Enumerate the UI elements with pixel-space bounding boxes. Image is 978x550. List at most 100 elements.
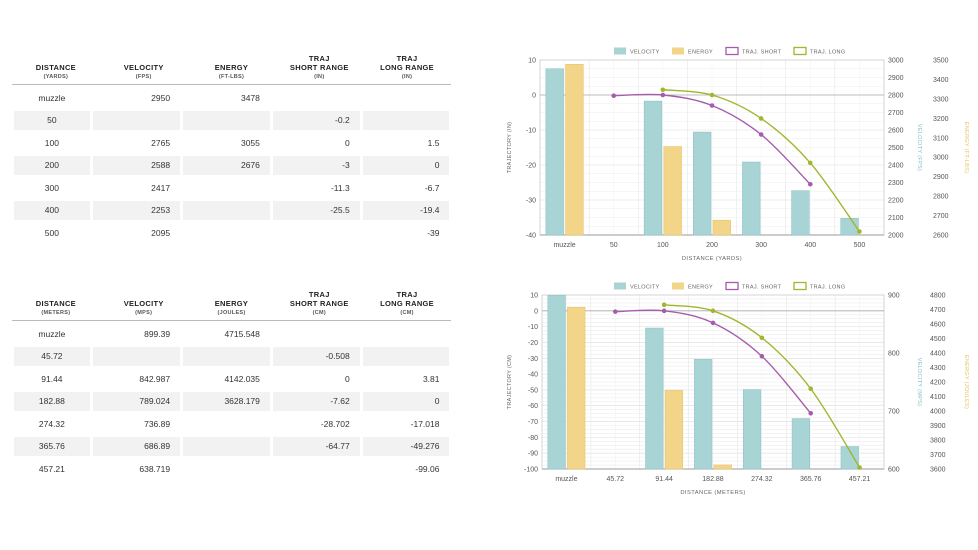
column-unit: (IN) bbox=[401, 74, 413, 80]
column-unit: (JOULES) bbox=[217, 310, 246, 316]
energy-bar bbox=[712, 219, 731, 236]
column-header: TRAJ SHORT RANGE (CM) bbox=[277, 290, 362, 316]
column-header: ENERGY (JOULES) bbox=[189, 299, 274, 316]
energy-tick-label: 4400 bbox=[930, 351, 946, 358]
table-cell: 899.39 bbox=[144, 328, 171, 339]
energy-axis-title: ENERGY (FT-LBS) bbox=[963, 122, 969, 173]
energy-tick-label: 4300 bbox=[930, 365, 946, 372]
table-cell bbox=[183, 459, 270, 479]
energy-tick-label: 2700 bbox=[933, 213, 949, 220]
velocity-bar bbox=[547, 295, 566, 470]
velocity-bar bbox=[791, 418, 811, 470]
column-header: TRAJ SHORT RANGE (IN) bbox=[277, 54, 362, 80]
column-title: DISTANCE bbox=[35, 299, 76, 308]
table-row: 45.72 -0.508 bbox=[12, 346, 451, 366]
energy-tick-label: 4700 bbox=[930, 307, 946, 314]
table-cell: -0.508 bbox=[272, 346, 360, 366]
velocity-axis-title: VELOCITY (FPS) bbox=[916, 124, 922, 171]
table-cell: muzzle bbox=[38, 92, 66, 103]
x-tick-label: 274.32 bbox=[751, 476, 773, 483]
table-cell bbox=[363, 88, 450, 108]
table-cell: 686.89 bbox=[93, 436, 181, 456]
velocity-tick-label: 2200 bbox=[888, 198, 904, 205]
column-header: TRAJ LONG RANGE (CM) bbox=[365, 290, 450, 316]
table-cell bbox=[363, 324, 450, 344]
table-cell: 842.987 bbox=[139, 373, 171, 384]
left-tick-label: 10 bbox=[530, 293, 538, 300]
x-tick-label: muzzle bbox=[555, 476, 577, 483]
velocity-tick-label: 3000 bbox=[888, 58, 904, 65]
traj-long-point bbox=[660, 87, 666, 93]
table-cell: -25.5 bbox=[272, 200, 360, 220]
velocity-tick-label: 900 bbox=[888, 293, 900, 300]
energy-tick-label: 3100 bbox=[933, 135, 949, 142]
energy-tick-label: 3600 bbox=[930, 467, 946, 474]
table-row: 182.88 789.024 3628.179 -7.62 0 bbox=[12, 391, 451, 411]
table-header-row: DISTANCE (YARDS) VELOCITY (FPS) ENERGY (FT-LB… bbox=[12, 44, 451, 85]
table-cell: 2095 bbox=[151, 227, 171, 238]
left-axis: 10 0 -10 -20 -30 -40 TRAJECTORY (IN) bbox=[507, 58, 536, 240]
table-row: muzzle 899.39 4715.548 bbox=[12, 324, 451, 344]
table-cell: -11.3 bbox=[330, 182, 350, 193]
column-title: DISTANCE bbox=[35, 63, 76, 72]
table-cell: 0 bbox=[344, 373, 350, 384]
legend-swatch bbox=[672, 47, 684, 55]
table-row: muzzle 2950 3478 bbox=[12, 88, 451, 108]
table-cell bbox=[273, 459, 360, 479]
legend-swatch bbox=[725, 46, 739, 56]
velocity-axis-title: VELOCITY (MPS) bbox=[916, 358, 922, 406]
chart-grid bbox=[541, 294, 885, 470]
table-cell: -99.06 bbox=[415, 463, 440, 474]
meters-ballistics-chart: VELOCITY ENERGY TRAJ. SHORT TRAJ. LONG 10 0 -1… bbox=[507, 281, 969, 496]
column-header: DISTANCE (METERS) bbox=[14, 299, 99, 316]
table-cell bbox=[183, 223, 270, 243]
yards-ballistics-table: DISTANCE (YARDS) VELOCITY (FPS) ENERGY (FT-LB… bbox=[12, 44, 451, 243]
yards-ballistics-chart: VELOCITY ENERGY TRAJ. SHORT TRAJ. LONG100-1… bbox=[507, 46, 969, 262]
energy-tick-label: 3900 bbox=[930, 423, 946, 430]
table-cell: -49.276 bbox=[362, 436, 450, 456]
energy-tick-label: 4200 bbox=[930, 380, 946, 387]
table-cell: 100 bbox=[44, 137, 59, 148]
energy-bar bbox=[664, 390, 684, 470]
column-header: VELOCITY (MPS) bbox=[101, 299, 186, 316]
energy-tick-label: 3000 bbox=[933, 155, 949, 162]
traj-short-point bbox=[807, 181, 813, 187]
table-cell: 736.89 bbox=[144, 418, 171, 429]
energy-tick-label: 4500 bbox=[930, 336, 946, 343]
table-cell: 2950 bbox=[151, 92, 171, 103]
table-cell: -6.7 bbox=[424, 182, 440, 193]
table-cell bbox=[183, 436, 270, 456]
velocity-bar bbox=[791, 190, 810, 236]
column-title: TRAJ SHORT RANGE bbox=[289, 54, 349, 72]
table-cell: 3.81 bbox=[422, 373, 440, 384]
legend-swatch bbox=[672, 282, 684, 290]
velocity-bar bbox=[742, 389, 762, 470]
table-cell: 789.024 bbox=[93, 391, 181, 411]
table-cell bbox=[273, 88, 360, 108]
column-header: DISTANCE (YARDS) bbox=[14, 63, 99, 80]
left-tick-label: -50 bbox=[528, 387, 538, 394]
x-axis-title: DISTANCE (YARDS) bbox=[682, 256, 742, 262]
velocity-tick-label: 2400 bbox=[888, 163, 904, 170]
left-tick-label: 0 bbox=[532, 93, 536, 100]
x-tick-label: 200 bbox=[706, 242, 718, 249]
legend-swatch bbox=[725, 281, 739, 291]
table-cell: 182.88 bbox=[13, 391, 91, 411]
velocity-bar bbox=[643, 100, 663, 236]
table-cell: 1.5 bbox=[427, 137, 440, 148]
table-cell bbox=[273, 223, 360, 243]
x-axis: muzzle 45.72 91.44 182.88 274.32 365.76 457.21… bbox=[555, 476, 870, 496]
left-tick-label: -40 bbox=[528, 372, 538, 379]
x-tick-label: 400 bbox=[804, 242, 816, 249]
table-row: 400 2253 -25.5 -19.4 bbox=[12, 200, 451, 220]
left-tick-label: -90 bbox=[528, 451, 538, 458]
left-axis-title: TRAJECTORY (IN) bbox=[507, 122, 513, 174]
velocity-axis: 900 800 700 600 VELOCITY (MPS) bbox=[888, 293, 922, 474]
bars bbox=[547, 295, 859, 470]
table-cell: 2676 bbox=[183, 155, 270, 175]
legend-label: VELOCITY bbox=[630, 50, 660, 56]
velocity-tick-label: 2800 bbox=[888, 93, 904, 100]
energy-axis-title: ENERGY (JOULES) bbox=[963, 355, 969, 409]
table-cell: 300 bbox=[44, 182, 59, 193]
column-unit: (CM) bbox=[400, 310, 414, 316]
